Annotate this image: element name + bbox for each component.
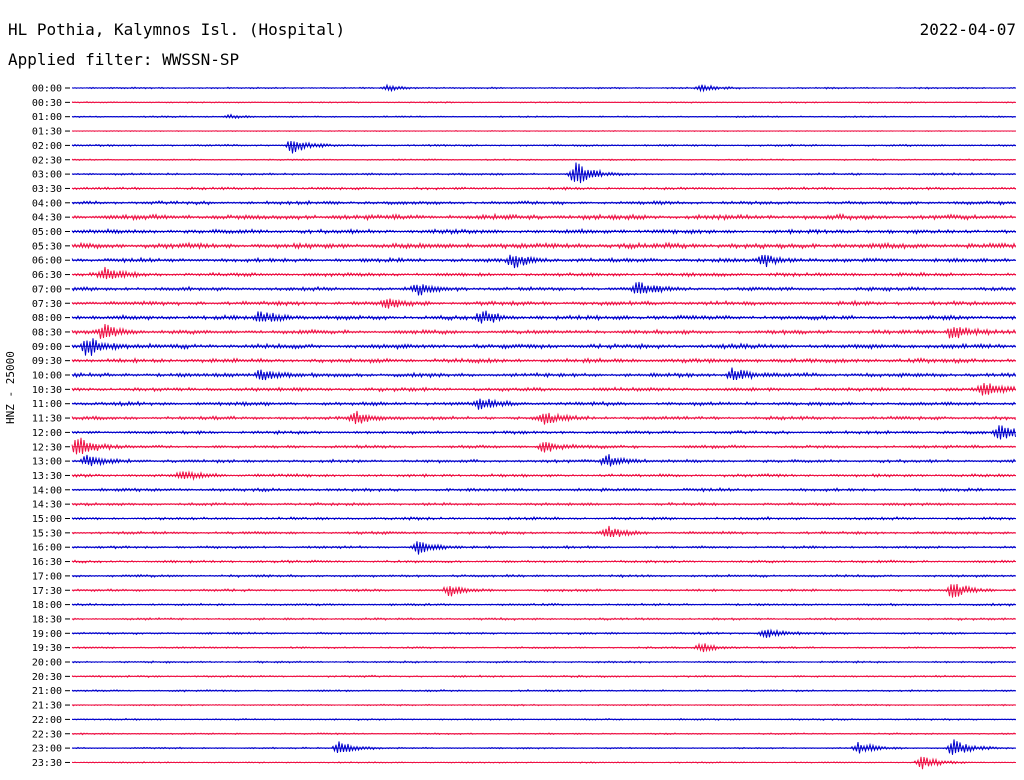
seismogram-trace-1600 xyxy=(71,541,1016,555)
y-tick-label: 15:00 xyxy=(32,514,62,525)
y-tick-label: 09:00 xyxy=(32,342,62,353)
seismogram-trace-0200 xyxy=(71,141,1016,154)
y-tick-label: 10:00 xyxy=(32,371,62,382)
y-tick-label: 07:30 xyxy=(32,299,62,310)
y-tick-label: 18:30 xyxy=(32,614,62,625)
seismogram-trace-0600 xyxy=(71,254,1016,269)
y-tick-label: 12:30 xyxy=(32,442,62,453)
seismogram-trace-0300 xyxy=(71,162,1016,184)
plot-date: 2022-04-07 xyxy=(919,20,1016,39)
y-tick-label: 01:30 xyxy=(32,127,62,138)
y-tick-label: 21:00 xyxy=(32,686,62,697)
y-tick-label: 14:30 xyxy=(32,500,62,511)
seismogram-trace-2330 xyxy=(71,756,1016,770)
y-tick-label: 08:00 xyxy=(32,313,62,324)
y-tick-label: 23:00 xyxy=(32,744,62,755)
y-tick-label: 10:30 xyxy=(32,385,62,396)
y-tick-label: 21:30 xyxy=(32,701,62,712)
y-tick-label: 23:30 xyxy=(32,758,62,769)
station-title: HL Pothia, Kalymnos Isl. (Hospital) xyxy=(8,20,346,39)
y-tick-label: 11:30 xyxy=(32,414,62,425)
y-tick-label: 09:30 xyxy=(32,356,62,367)
seismogram-trace-0900 xyxy=(71,338,1016,356)
y-tick-label: 16:30 xyxy=(32,557,62,568)
y-tick-label: 08:30 xyxy=(32,327,62,338)
y-tick-label: 13:00 xyxy=(32,457,62,468)
seismogram-trace-2300 xyxy=(71,739,1016,755)
seismogram-trace-1300 xyxy=(71,454,1016,467)
seismogram-trace-1730 xyxy=(71,584,1016,598)
y-tick-label: 16:00 xyxy=(32,543,62,554)
y-tick-label: 00:00 xyxy=(32,84,62,95)
y-tick-label: 00:30 xyxy=(32,98,62,109)
y-tick-label: 13:30 xyxy=(32,471,62,482)
filter-label: Applied filter: WWSSN-SP xyxy=(8,50,240,69)
y-tick-label: 22:30 xyxy=(32,729,62,740)
y-tick-label: 18:00 xyxy=(32,600,62,611)
y-tick-label: 02:00 xyxy=(32,141,62,152)
seismogram-trace-1230 xyxy=(71,437,1016,455)
seismogram-trace-1530 xyxy=(71,525,1016,538)
y-tick-label: 07:00 xyxy=(32,284,62,295)
y-tick-label: 14:00 xyxy=(32,485,62,496)
y-tick-label: 06:00 xyxy=(32,256,62,267)
y-tick-label: 19:00 xyxy=(32,629,62,640)
y-tick-label: 01:00 xyxy=(32,112,62,123)
y-tick-label: 04:30 xyxy=(32,213,62,224)
y-tick-label: 11:00 xyxy=(32,399,62,410)
y-tick-label: 17:30 xyxy=(32,586,62,597)
y-tick-label: 02:30 xyxy=(32,155,62,166)
y-tick-label: 22:00 xyxy=(32,715,62,726)
y-tick-label: 19:30 xyxy=(32,643,62,654)
y-tick-label: 03:00 xyxy=(32,170,62,181)
y-tick-label: 15:30 xyxy=(32,528,62,539)
seismogram-trace-0630 xyxy=(71,266,1016,280)
seismogram-trace-0830 xyxy=(71,323,1016,339)
y-tick-label: 03:30 xyxy=(32,184,62,195)
y-tick-label: 05:00 xyxy=(32,227,62,238)
seismogram-trace-1000 xyxy=(71,367,1016,381)
y-tick-label: 17:00 xyxy=(32,571,62,582)
y-tick-label: 20:30 xyxy=(32,672,62,683)
y-tick-label: 04:00 xyxy=(32,198,62,209)
y-tick-label: 20:00 xyxy=(32,658,62,669)
y-tick-label: 12:00 xyxy=(32,428,62,439)
y-tick-label: 06:30 xyxy=(32,270,62,281)
y-tick-label: 05:30 xyxy=(32,241,62,252)
